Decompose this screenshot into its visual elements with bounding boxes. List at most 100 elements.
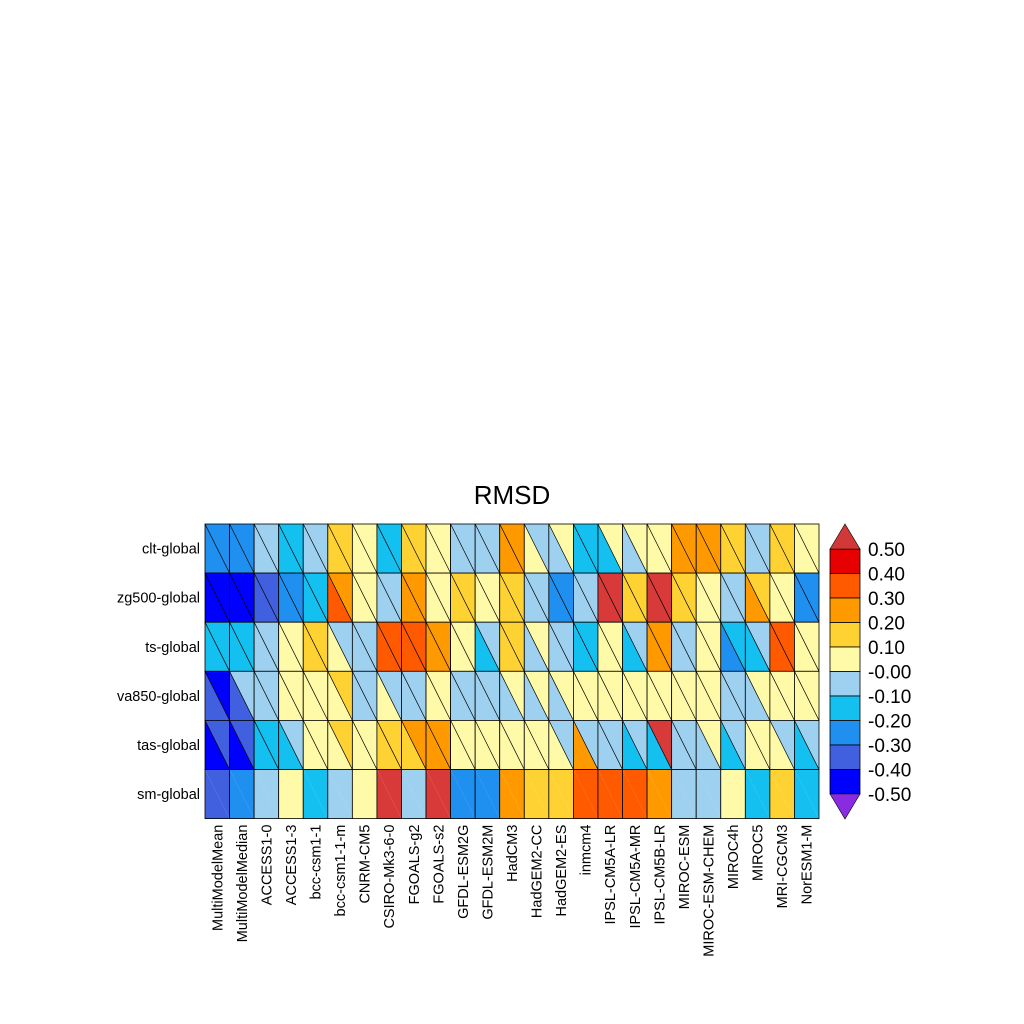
column-label: GFDL-ESM2G	[456, 825, 472, 919]
column-label: ACCESS1-0	[259, 825, 275, 906]
cell-5-18-upper	[647, 769, 672, 819]
cell-5-11-upper	[475, 769, 500, 819]
cell-0-24-divider	[794, 523, 820, 574]
cell-0-18-divider	[646, 523, 672, 574]
colorbar: 0.50 0.40 0.30 0.20 0.10 -0.00 -0.10 -0.20 -0.30…	[829, 523, 911, 820]
cell-4-14-divider	[548, 720, 574, 770]
cell-3-15-divider	[573, 671, 599, 721]
colorbar-tick-label: 0.20	[868, 614, 905, 635]
cell-1-3-divider	[278, 572, 304, 623]
cell-1-6-divider	[352, 572, 378, 623]
colorbar-tick-label: -0.50	[868, 785, 911, 806]
cell-5-10-upper	[450, 769, 476, 819]
column-label: GFDL-ESM2M	[480, 825, 496, 920]
colorbar-under-arrow	[829, 793, 861, 820]
cell-3-22-divider	[745, 671, 771, 721]
cell-5-12-upper	[499, 769, 525, 819]
cell-4-22-divider	[745, 720, 771, 770]
cell-0-22-divider	[745, 523, 771, 574]
cell-1-1-divider	[229, 572, 255, 623]
cell-2-19-divider	[671, 622, 697, 672]
row-label: va850-global	[117, 689, 200, 705]
cell-4-9-divider	[425, 720, 451, 770]
cell-0-7-divider	[376, 523, 402, 574]
cell-0-3-divider	[278, 523, 304, 574]
cell-2-5-divider	[327, 622, 353, 672]
cell-4-1-divider	[229, 720, 255, 770]
cell-3-7-divider	[376, 671, 402, 721]
cell-5-4-upper	[303, 769, 328, 819]
column-label: MultiModelMedian	[235, 825, 251, 943]
cell-5-19-upper	[671, 769, 697, 819]
cell-2-23-divider	[769, 622, 795, 672]
cell-3-20-divider	[695, 671, 722, 721]
cell-2-8-divider	[401, 622, 427, 672]
cell-4-6-divider	[352, 720, 378, 770]
cell-1-17-divider	[622, 572, 648, 623]
cell-4-15-divider	[573, 720, 599, 770]
cell-0-8-divider	[401, 523, 427, 574]
cell-4-5-divider	[327, 720, 353, 770]
colorbar-band	[829, 622, 861, 648]
cell-2-2-divider	[253, 622, 279, 672]
cell-5-15-upper	[573, 769, 598, 819]
cell-2-16-divider	[597, 622, 623, 672]
colorbar-band	[829, 597, 861, 623]
cell-3-1-divider	[229, 671, 255, 721]
cell-0-19-divider	[671, 523, 697, 574]
cell-0-20-divider	[695, 523, 722, 574]
cell-0-15-divider	[573, 523, 599, 574]
cell-4-23-divider	[769, 720, 795, 770]
cell-3-16-divider	[597, 671, 623, 721]
cell-2-14-divider	[548, 622, 574, 672]
cell-3-12-divider	[499, 671, 525, 721]
colorbar-tick-label: -0.10	[868, 687, 911, 708]
colorbar-tick-label: -0.30	[868, 736, 911, 757]
cell-0-12-divider	[499, 523, 525, 574]
cell-1-10-divider	[450, 572, 476, 623]
colorbar-band	[829, 548, 861, 574]
cell-0-1-divider	[229, 523, 255, 574]
cell-4-4-divider	[302, 720, 329, 770]
cell-1-23-divider	[769, 572, 795, 623]
cell-5-1-upper	[229, 769, 255, 819]
column-label: HadGEM2-CC	[530, 825, 546, 918]
cell-3-10-divider	[450, 671, 476, 721]
cell-1-15-divider	[573, 572, 599, 623]
column-label: MIROC5	[751, 825, 767, 881]
cell-2-11-divider	[474, 622, 501, 672]
cell-0-11-divider	[474, 523, 501, 574]
cell-3-9-divider	[425, 671, 451, 721]
column-label: inmcm4	[579, 825, 595, 876]
cell-3-0-divider	[204, 671, 230, 721]
cell-1-16-divider	[597, 572, 623, 623]
cell-4-17-divider	[622, 720, 648, 770]
cell-5-14-upper	[548, 769, 574, 819]
cell-1-7-divider	[376, 572, 402, 623]
cell-1-11-divider	[474, 572, 501, 623]
cell-1-13-divider	[523, 572, 550, 623]
column-label: IPSL-CM5A-MR	[628, 825, 644, 929]
colorbar-band	[829, 695, 861, 721]
cell-0-13-divider	[523, 523, 550, 574]
cell-1-2-divider	[253, 572, 279, 623]
cell-5-9-upper	[426, 769, 451, 819]
cell-1-12-divider	[499, 572, 525, 623]
colorbar-tick-label: -0.20	[868, 712, 911, 733]
cell-0-10-divider	[450, 523, 476, 574]
cell-2-0-divider	[204, 622, 230, 672]
chart-title: RMSD	[474, 480, 551, 510]
cell-3-4-divider	[302, 671, 329, 721]
cell-3-6-divider	[352, 671, 378, 721]
cell-3-21-divider	[720, 671, 746, 721]
cell-1-4-divider	[302, 572, 329, 623]
column-label: IPSL-CM5B-LR	[652, 825, 668, 925]
colorbar-band	[829, 720, 861, 746]
cell-0-4-divider	[302, 523, 329, 574]
cell-4-21-divider	[720, 720, 746, 770]
cell-4-2-divider	[253, 720, 279, 770]
column-label: HadCM3	[505, 825, 521, 882]
cell-1-9-divider	[425, 572, 451, 623]
cell-0-9-divider	[425, 523, 451, 574]
